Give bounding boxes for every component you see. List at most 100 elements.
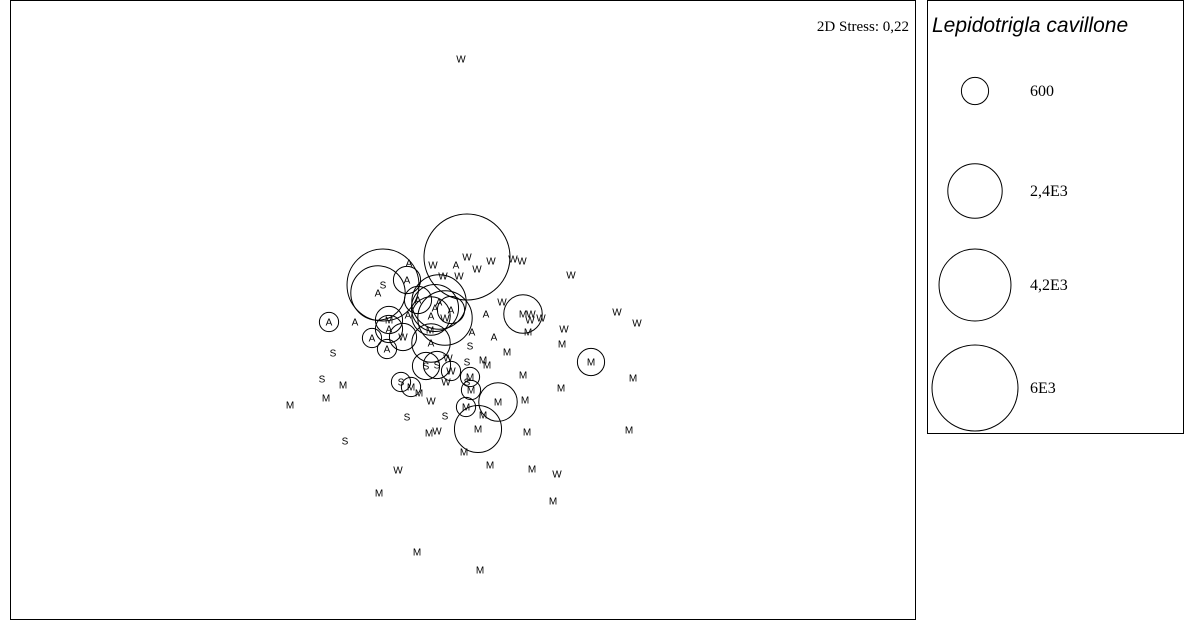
point-label-2: W — [517, 257, 527, 268]
point-label-86: W — [552, 470, 562, 481]
bubble-56 — [459, 366, 481, 388]
bubble-12 — [392, 265, 422, 295]
bubble-47 — [318, 311, 340, 333]
legend-label-2: 4,2E3 — [1030, 277, 1068, 294]
point-label-47: A — [326, 318, 333, 329]
bubble-45 — [376, 338, 398, 360]
point-label-11: A — [406, 259, 413, 270]
point-label-15: A — [415, 296, 422, 307]
point-label-4: W — [486, 257, 496, 268]
point-label-24: W — [526, 310, 536, 321]
point-label-20: A — [428, 312, 435, 323]
stress-label: 2D Stress: 0,22 — [816, 19, 909, 35]
point-label-26: A — [483, 310, 490, 321]
point-label-0: W — [456, 55, 466, 66]
point-label-46: A — [352, 318, 359, 329]
legend-title: Lepidotrigla cavillone — [932, 14, 1129, 37]
point-label-41: M — [385, 316, 393, 327]
bubble-41 — [374, 305, 404, 335]
point-label-34: S — [467, 342, 474, 353]
bubble-70 — [478, 382, 518, 422]
point-label-25: W — [536, 314, 546, 325]
point-label-75: S — [404, 413, 411, 424]
point-label-21: W — [497, 298, 507, 309]
bubble-23 — [503, 294, 543, 334]
bubble-60 — [576, 347, 606, 377]
point-label-62: S — [319, 375, 326, 386]
point-label-22: W — [525, 316, 535, 327]
bubble-49 — [411, 323, 451, 363]
point-label-35: M — [503, 348, 511, 359]
point-label-5: W — [462, 253, 472, 264]
bubble-17 — [410, 283, 460, 333]
point-label-78: M — [474, 425, 482, 436]
point-label-50: S — [423, 362, 430, 373]
legend-label-0: 600 — [1030, 83, 1054, 100]
point-label-27: W — [612, 308, 622, 319]
point-label-36: M — [479, 356, 487, 367]
bubble-53 — [440, 360, 462, 382]
point-label-28: W — [632, 319, 642, 330]
point-label-55: S — [464, 378, 471, 389]
point-label-49: A — [428, 339, 435, 350]
point-label-53: W — [446, 367, 456, 378]
bubble-51 — [422, 350, 452, 380]
legend-bubble-2 — [938, 248, 1012, 322]
point-label-23: M — [519, 310, 527, 321]
point-label-19: W — [440, 314, 450, 325]
point-label-1: W — [566, 271, 576, 282]
legend-bubble-0 — [960, 76, 990, 106]
point-label-14: A — [375, 289, 382, 300]
point-label-44: A — [369, 334, 376, 345]
point-label-33: A — [491, 333, 498, 344]
bubble-44 — [361, 327, 383, 349]
point-label-56: M — [466, 373, 474, 384]
point-label-77: M — [425, 429, 433, 440]
point-label-82: M — [460, 448, 468, 459]
point-label-30: M — [558, 340, 566, 351]
bubble-57 — [460, 379, 482, 401]
bubble-20 — [411, 296, 451, 336]
point-label-39: M — [426, 326, 434, 337]
point-label-37: S — [464, 358, 471, 369]
point-label-51: S — [434, 361, 441, 372]
point-label-66: M — [415, 389, 423, 400]
legend-label-3: 6E3 — [1030, 380, 1056, 397]
point-label-7: W — [428, 261, 438, 272]
point-label-64: S — [398, 378, 405, 389]
bubble-78 — [453, 404, 503, 454]
bubble-13 — [346, 248, 420, 322]
bubble-19 — [417, 290, 473, 346]
legend-label-1: 2,4E3 — [1030, 183, 1068, 200]
point-label-60: M — [587, 358, 595, 369]
point-label-87: M — [375, 489, 383, 500]
point-label-13: S — [380, 281, 387, 292]
point-label-80: M — [625, 426, 633, 437]
point-label-48: S — [330, 349, 337, 360]
point-label-6: A — [453, 261, 460, 272]
point-label-72: M — [462, 403, 470, 414]
point-label-76: W — [432, 427, 442, 438]
bubble-50 — [411, 351, 441, 381]
bubble-5 — [423, 213, 511, 301]
point-label-52: W — [443, 354, 453, 365]
point-label-17: A — [432, 304, 439, 315]
point-label-85: M — [528, 465, 536, 476]
point-label-57: M — [467, 386, 475, 397]
bubble-72 — [455, 396, 477, 418]
point-label-89: M — [413, 548, 421, 559]
point-label-69: M — [322, 394, 330, 405]
point-label-38: M — [483, 361, 491, 372]
legend: Lepidotrigla cavillone 600 2,4E3 4,2E3 6E3 — [927, 0, 1184, 434]
point-label-79: M — [523, 428, 531, 439]
point-label-31: M — [524, 328, 532, 339]
point-label-65: M — [407, 383, 415, 394]
point-label-61: M — [629, 374, 637, 385]
point-label-90: M — [476, 566, 484, 577]
point-label-43: W — [398, 333, 408, 344]
point-label-40: A — [405, 311, 412, 322]
point-label-8: W — [438, 272, 448, 283]
point-label-59: M — [557, 384, 565, 395]
